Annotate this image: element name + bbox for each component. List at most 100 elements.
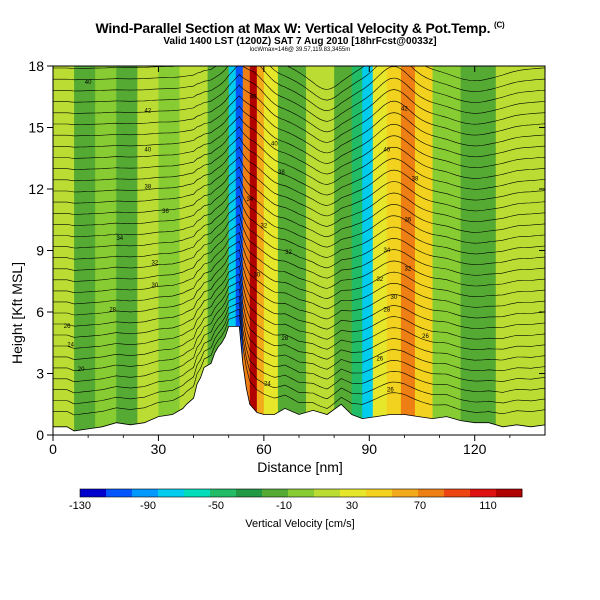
isentrope-label-15: 34 (246, 197, 253, 203)
colorbar-tick-label-4: 30 (346, 500, 358, 512)
isentrope-label-4: 36 (162, 209, 169, 215)
isentrope-line-1 (53, 308, 545, 405)
isentrope-line-21 (53, 136, 545, 196)
colorbar-swatch-11 (366, 489, 393, 497)
isentrope-label-31: 26 (376, 357, 383, 363)
y-tick-label-4: 12 (28, 181, 44, 197)
isentrope-label-8: 28 (109, 308, 116, 314)
y-axis-label-box: Height [Kft MSL] (2, 245, 32, 385)
x-tick-label-3: 90 (361, 441, 377, 457)
isentrope-label-7: 30 (152, 283, 159, 289)
colorbar-swatch-6 (236, 489, 263, 497)
y-tick-label-0: 0 (36, 427, 44, 443)
colorbar-frame (79, 488, 523, 498)
velocity-band-13 (263, 66, 279, 435)
isentrope-label-0: 40 (85, 80, 92, 86)
y-tick-label-6: 18 (28, 58, 44, 74)
velocity-band-18 (362, 66, 374, 435)
isentrope-label-9: 26 (64, 324, 71, 330)
velocity-band-8 (228, 66, 237, 435)
velocity-band-0 (53, 66, 75, 435)
title-text: Wind-Parallel Section at Max W: Vertical… (95, 20, 491, 36)
velocity-band-19 (372, 66, 388, 435)
isentrope-line-18 (53, 166, 545, 227)
isentrope-line-22 (53, 126, 545, 185)
colorbar-tick-label-6: 110 (479, 500, 497, 512)
isentrope-line-5 (53, 281, 545, 361)
isentrope-label-3: 38 (145, 185, 152, 191)
y-tick-label-2: 6 (36, 304, 44, 320)
isentrope-line-29 (53, 66, 545, 112)
isentrope-label-28: 30 (391, 295, 398, 301)
colorbar-swatch-8 (288, 489, 315, 497)
colorbar-swatch-4 (184, 489, 211, 497)
isentrope-line-7 (53, 265, 545, 340)
colorbar-swatch-16 (496, 489, 523, 497)
isentrope-label-29: 28 (384, 308, 391, 314)
isentrope-line-26 (53, 84, 545, 143)
velocity-band-14 (277, 66, 307, 435)
velocity-band-5 (158, 66, 181, 435)
velocity-band-22 (414, 66, 434, 435)
isentrope-line-17 (53, 176, 545, 238)
x-tick-label-1: 30 (151, 441, 167, 457)
isentrope-line-11 (53, 232, 545, 300)
isentrope-label-32: 26 (387, 387, 394, 393)
chart-subtitle: Valid 1400 LST (1200Z) SAT 7 Aug 2010 [1… (163, 36, 437, 47)
isentrope-label-18: 30 (253, 273, 260, 279)
velocity-band-21 (400, 66, 416, 435)
isentrope-line-4 (53, 288, 545, 372)
colorbar-label: Vertical Velocity [cm/s] (245, 518, 355, 530)
velocity-band-10 (242, 66, 251, 435)
colorbar-tick-label-3: -10 (276, 500, 292, 512)
colorbar-swatch-7 (262, 489, 289, 497)
isentrope-label-5: 34 (116, 236, 123, 242)
colorbar-swatch-12 (392, 489, 419, 497)
isentrope-label-13: 40 (271, 141, 278, 147)
isentrope-label-12: 46 (250, 94, 257, 100)
isentrope-label-24: 36 (405, 217, 412, 223)
isentrope-line-0 (53, 314, 545, 416)
isentrope-label-10: 24 (67, 342, 74, 348)
velocity-band-20 (386, 66, 402, 435)
isentrope-line-23 (53, 116, 545, 175)
isentrope-label-22: 40 (384, 148, 391, 154)
colorbar-swatch-1 (106, 489, 133, 497)
chart-subtitle-location: locWmax=146@ 39.57,119.83,3455m (249, 47, 351, 53)
x-axis: 0 30 60 90 120 (49, 66, 511, 457)
colorbar: -130 -90 -50 -10 30 70 110 (69, 488, 523, 512)
isentrope-label-2: 40 (145, 148, 152, 154)
velocity-band-24 (460, 66, 497, 435)
isentrope-line-19 (53, 156, 545, 217)
velocity-band-12 (256, 66, 265, 435)
isentrope-label-25: 34 (384, 248, 391, 254)
colorbar-swatch-10 (340, 489, 367, 497)
isentrope-line-24 (53, 105, 545, 164)
isentrope-line-14 (53, 204, 545, 269)
isentrope-label-17: 32 (285, 250, 292, 256)
x-tick-label-4: 120 (463, 441, 487, 457)
isentrope-label-20: 24 (264, 381, 271, 387)
isentrope-line-13 (53, 214, 545, 279)
chart-title: Wind-Parallel Section at Max W: Vertical… (0, 20, 600, 36)
velocity-band-2 (95, 66, 117, 435)
colorbar-swatch-5 (210, 489, 237, 497)
isentrope-contours (53, 66, 545, 416)
colorbar-tick-label-5: 70 (414, 500, 426, 512)
y-tick-label-1: 3 (36, 366, 44, 382)
isentrope-line-16 (53, 186, 545, 248)
isentrope-line-20 (53, 146, 545, 206)
colorbar-tick-label-2: -50 (208, 500, 224, 512)
isentrope-line-6 (53, 273, 545, 351)
colorbar-swatch-13 (418, 489, 445, 497)
isentrope-line-2 (53, 302, 545, 394)
isentrope-label-6: 32 (152, 260, 159, 266)
colorbar-swatch-9 (314, 489, 341, 497)
velocity-band-4 (137, 66, 159, 435)
isentrope-line-28 (53, 66, 545, 122)
isentrope-line-12 (53, 223, 545, 289)
x-tick-label-0: 0 (49, 441, 57, 457)
colorbar-tick-label-1: -90 (140, 500, 156, 512)
